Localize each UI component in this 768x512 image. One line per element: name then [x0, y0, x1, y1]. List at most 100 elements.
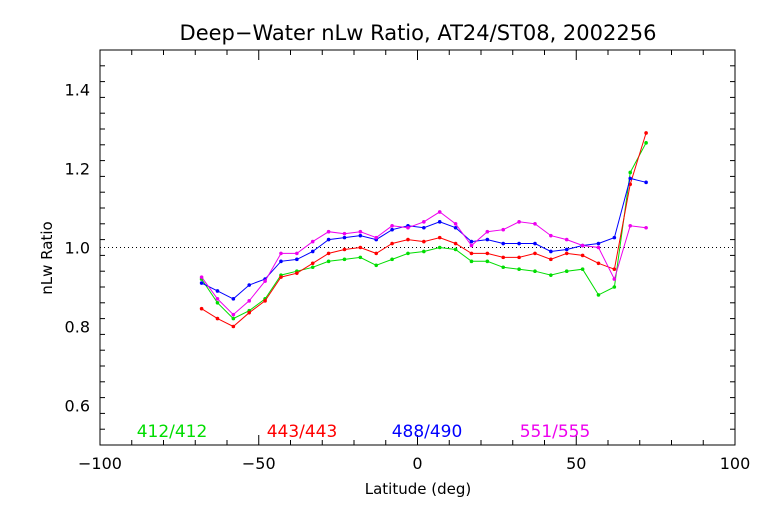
series-point-412-412 [390, 257, 394, 262]
series-point-488-490 [247, 283, 252, 287]
series-point-443-443 [406, 237, 410, 242]
series-point-443-443 [422, 239, 426, 244]
series-point-412-412 [358, 255, 363, 260]
series-point-443-443 [501, 255, 506, 260]
series-point-412-412 [453, 247, 458, 252]
series-point-488-490 [231, 297, 236, 301]
series-point-488-490 [517, 241, 521, 246]
series-point-443-443 [310, 261, 315, 266]
series-point-443-443 [469, 251, 474, 256]
series-point-551-555 [580, 243, 585, 248]
series-point-412-412 [644, 141, 648, 145]
series-point-412-412 [406, 251, 410, 256]
series-point-551-555 [406, 225, 410, 230]
series-point-488-490 [437, 220, 442, 224]
series-point-443-443 [231, 324, 236, 329]
series-point-551-555 [453, 222, 458, 226]
series-point-412-412 [326, 259, 331, 264]
series-point-488-490 [342, 235, 347, 240]
series-point-412-412 [374, 263, 379, 268]
series-point-551-555 [564, 237, 569, 242]
series-point-443-443 [517, 255, 521, 260]
series-line-412-412 [201, 142, 647, 320]
series-point-551-555 [533, 222, 537, 226]
series-point-443-443 [644, 131, 648, 135]
series-point-551-555 [342, 231, 347, 236]
series-point-488-490 [295, 257, 299, 262]
series-point-488-490 [390, 227, 394, 232]
series-point-412-412 [533, 269, 537, 274]
series-point-412-412 [580, 267, 585, 272]
y-tick-label: 1.2 [65, 160, 90, 179]
plot-border [99, 49, 736, 446]
y-tick-label: 0.6 [65, 397, 90, 416]
y-tick-label: 1.4 [65, 81, 90, 100]
y-axis-label: nLw Ratio [38, 221, 56, 294]
series-point-488-490 [549, 249, 553, 254]
series-point-443-443 [358, 245, 363, 250]
series-point-412-412 [549, 273, 553, 277]
series-point-551-555 [310, 239, 315, 244]
series-point-551-555 [374, 235, 379, 240]
series-point-443-443 [199, 306, 204, 311]
series-point-551-555 [231, 312, 236, 317]
series-line-488-490 [201, 177, 647, 300]
series-point-551-555 [596, 245, 601, 250]
series-point-488-490 [501, 241, 506, 246]
x-tick-label: 50 [566, 454, 586, 473]
series-point-443-443 [453, 241, 458, 246]
series-point-488-490 [628, 176, 633, 181]
legend-entry-551-555: 551/555 [520, 422, 591, 442]
series-point-443-443 [485, 251, 490, 256]
series-point-412-412 [342, 257, 347, 262]
legend-entry-412-412: 412/412 [137, 422, 208, 442]
series-point-551-555 [469, 243, 474, 248]
series-point-488-490 [533, 241, 537, 246]
series-point-443-443 [564, 251, 569, 256]
y-tick-label: 1.0 [65, 239, 90, 258]
series-point-488-490 [453, 225, 458, 230]
chart-title: Deep−Water nLw Ratio, AT24/ST08, 2002256 [180, 21, 657, 45]
series-point-551-555 [358, 229, 363, 234]
series-point-443-443 [437, 235, 442, 240]
series-point-551-555 [549, 233, 553, 238]
series-point-412-412 [310, 265, 315, 270]
x-tick-label: −100 [78, 454, 122, 473]
series-point-443-443 [326, 251, 331, 256]
y-axis-ticks: 0.6 0.8 1.0 1.2 1.4 [65, 49, 735, 446]
x-axis-label: Latitude (deg) [365, 480, 471, 498]
series-point-412-412 [564, 269, 569, 274]
series-point-551-555 [215, 297, 220, 301]
series-point-443-443 [215, 316, 220, 321]
series-point-551-555 [644, 225, 648, 230]
series-point-551-555 [263, 279, 267, 283]
series-point-551-555 [390, 223, 394, 228]
series-point-443-443 [342, 247, 347, 252]
series-point-551-555 [501, 227, 506, 232]
series-point-412-412 [612, 285, 617, 289]
x-axis-ticks: −100 −50 0 50 100 [78, 50, 750, 473]
series-point-412-412 [485, 259, 490, 264]
series-point-443-443 [390, 241, 394, 246]
series-point-488-490 [326, 237, 331, 242]
series-point-488-490 [422, 225, 426, 230]
series-point-412-412 [517, 267, 521, 272]
series-point-443-443 [374, 251, 379, 256]
series-point-412-412 [469, 259, 474, 264]
x-tick-label: −50 [242, 454, 276, 473]
series-point-488-490 [310, 249, 315, 254]
series-point-551-555 [326, 229, 331, 234]
series-point-488-490 [644, 180, 648, 185]
series-point-443-443 [596, 261, 601, 266]
series-point-443-443 [533, 251, 537, 256]
series-point-488-490 [469, 239, 474, 244]
x-tick-label: 100 [720, 454, 751, 473]
series-point-551-555 [199, 275, 204, 279]
series-point-551-555 [279, 251, 283, 256]
series-point-412-412 [422, 249, 426, 254]
x-tick-label: 0 [412, 454, 422, 473]
series-point-443-443 [580, 253, 585, 258]
series-point-443-443 [295, 271, 299, 275]
series-line-443-443 [201, 132, 647, 328]
